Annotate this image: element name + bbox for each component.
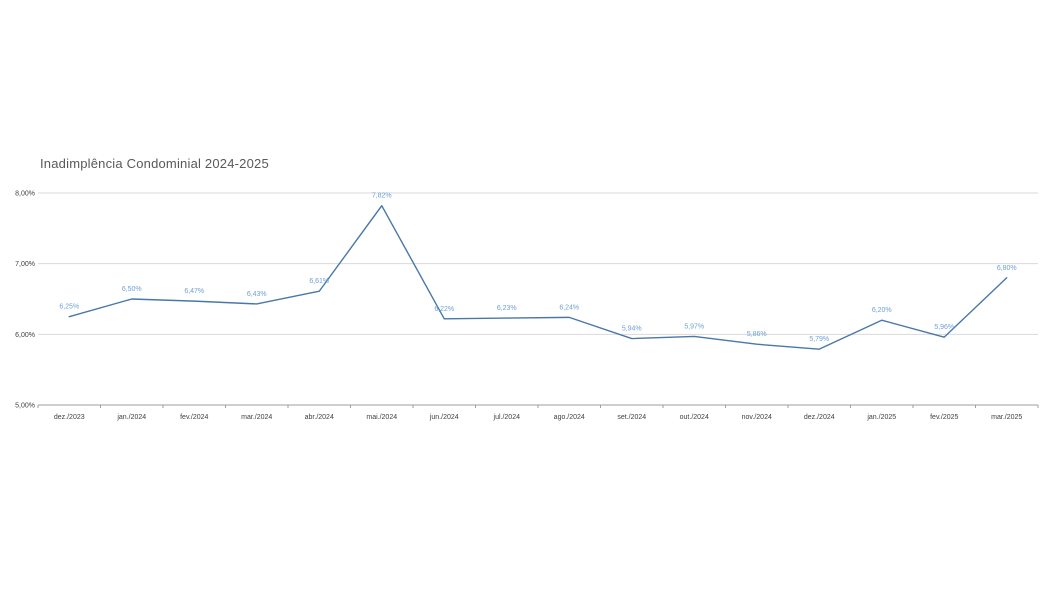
y-axis-label: 8,00% [15,191,35,198]
x-axis-label: set./2024 [617,414,646,421]
x-axis-label: mar./2025 [991,414,1022,421]
x-axis-label: jan./2025 [866,414,896,421]
x-axis-label: fev./2024 [180,414,208,421]
x-axis-label: mar./2024 [241,414,272,421]
y-axis-label: 7,00% [15,261,35,268]
data-label: 6,24% [559,304,579,311]
x-axis-label: dez./2024 [804,414,835,421]
data-label: 5,96% [934,324,954,331]
x-axis-label: abr./2024 [305,414,334,421]
data-label: 7,82% [372,193,392,200]
x-axis-label: jun./2024 [429,414,459,421]
data-label: 6,61% [309,278,329,285]
x-axis-label: fev./2025 [930,414,958,421]
x-axis-label: ago./2024 [554,414,585,421]
x-axis-label: jan./2024 [116,414,146,421]
x-axis-label: dez./2023 [54,414,85,421]
data-label: 6,80% [997,265,1017,272]
x-axis-label: mai./2024 [366,414,397,421]
data-label: 6,43% [247,291,267,298]
data-label: 5,86% [747,331,767,338]
data-label: 6,22% [434,306,454,313]
data-label: 5,97% [684,323,704,330]
x-axis-label: nov./2024 [742,414,772,421]
data-label: 6,20% [872,307,892,314]
data-label: 6,47% [184,288,204,295]
data-label: 6,50% [122,286,142,293]
x-axis-label: jul./2024 [493,414,521,421]
y-axis-label: 6,00% [15,332,35,339]
trend-line [68,205,1008,350]
data-label: 6,25% [59,304,79,311]
x-axis-label: out./2024 [680,414,709,421]
y-axis-label: 5,00% [15,403,35,410]
data-label: 6,23% [497,305,517,312]
data-label: 5,94% [622,326,642,333]
data-label: 5,79% [809,336,829,343]
chart-title: Inadimplência Condominial 2024-2025 [40,156,269,171]
